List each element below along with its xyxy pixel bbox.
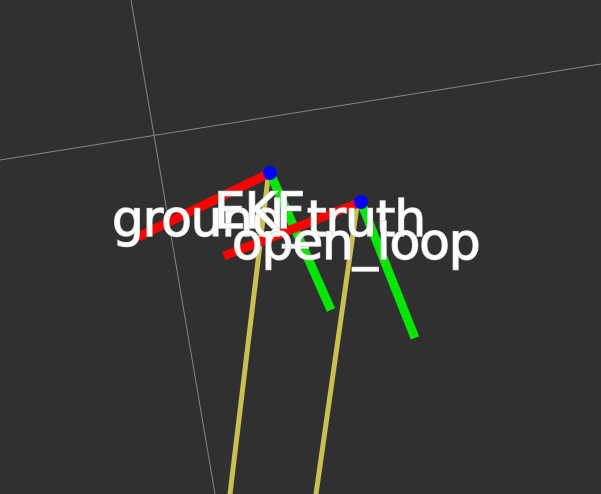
open-loop-joint[interactable] xyxy=(354,195,368,209)
link-segment-ekf xyxy=(227,175,271,494)
frame-labels: ground_truth EKF open_loop xyxy=(111,181,481,272)
ground-truth-joint[interactable] xyxy=(263,166,277,180)
link-segment-open-loop xyxy=(313,203,360,494)
x-axes xyxy=(136,168,363,261)
grid-line xyxy=(0,63,601,161)
grid-line xyxy=(130,0,216,494)
ground-truth-x-axis xyxy=(136,168,272,242)
ground-truth-label: ground_truth xyxy=(112,190,425,248)
ground-truth-y-axis xyxy=(265,171,336,312)
links xyxy=(227,175,360,494)
ekf-label: EKF xyxy=(214,182,304,240)
open-loop-label: open_loop xyxy=(232,213,480,271)
open-loop-x-axis xyxy=(222,197,363,261)
open-loop-y-axis xyxy=(356,200,420,340)
joints xyxy=(263,166,368,209)
y-axes xyxy=(265,171,420,340)
